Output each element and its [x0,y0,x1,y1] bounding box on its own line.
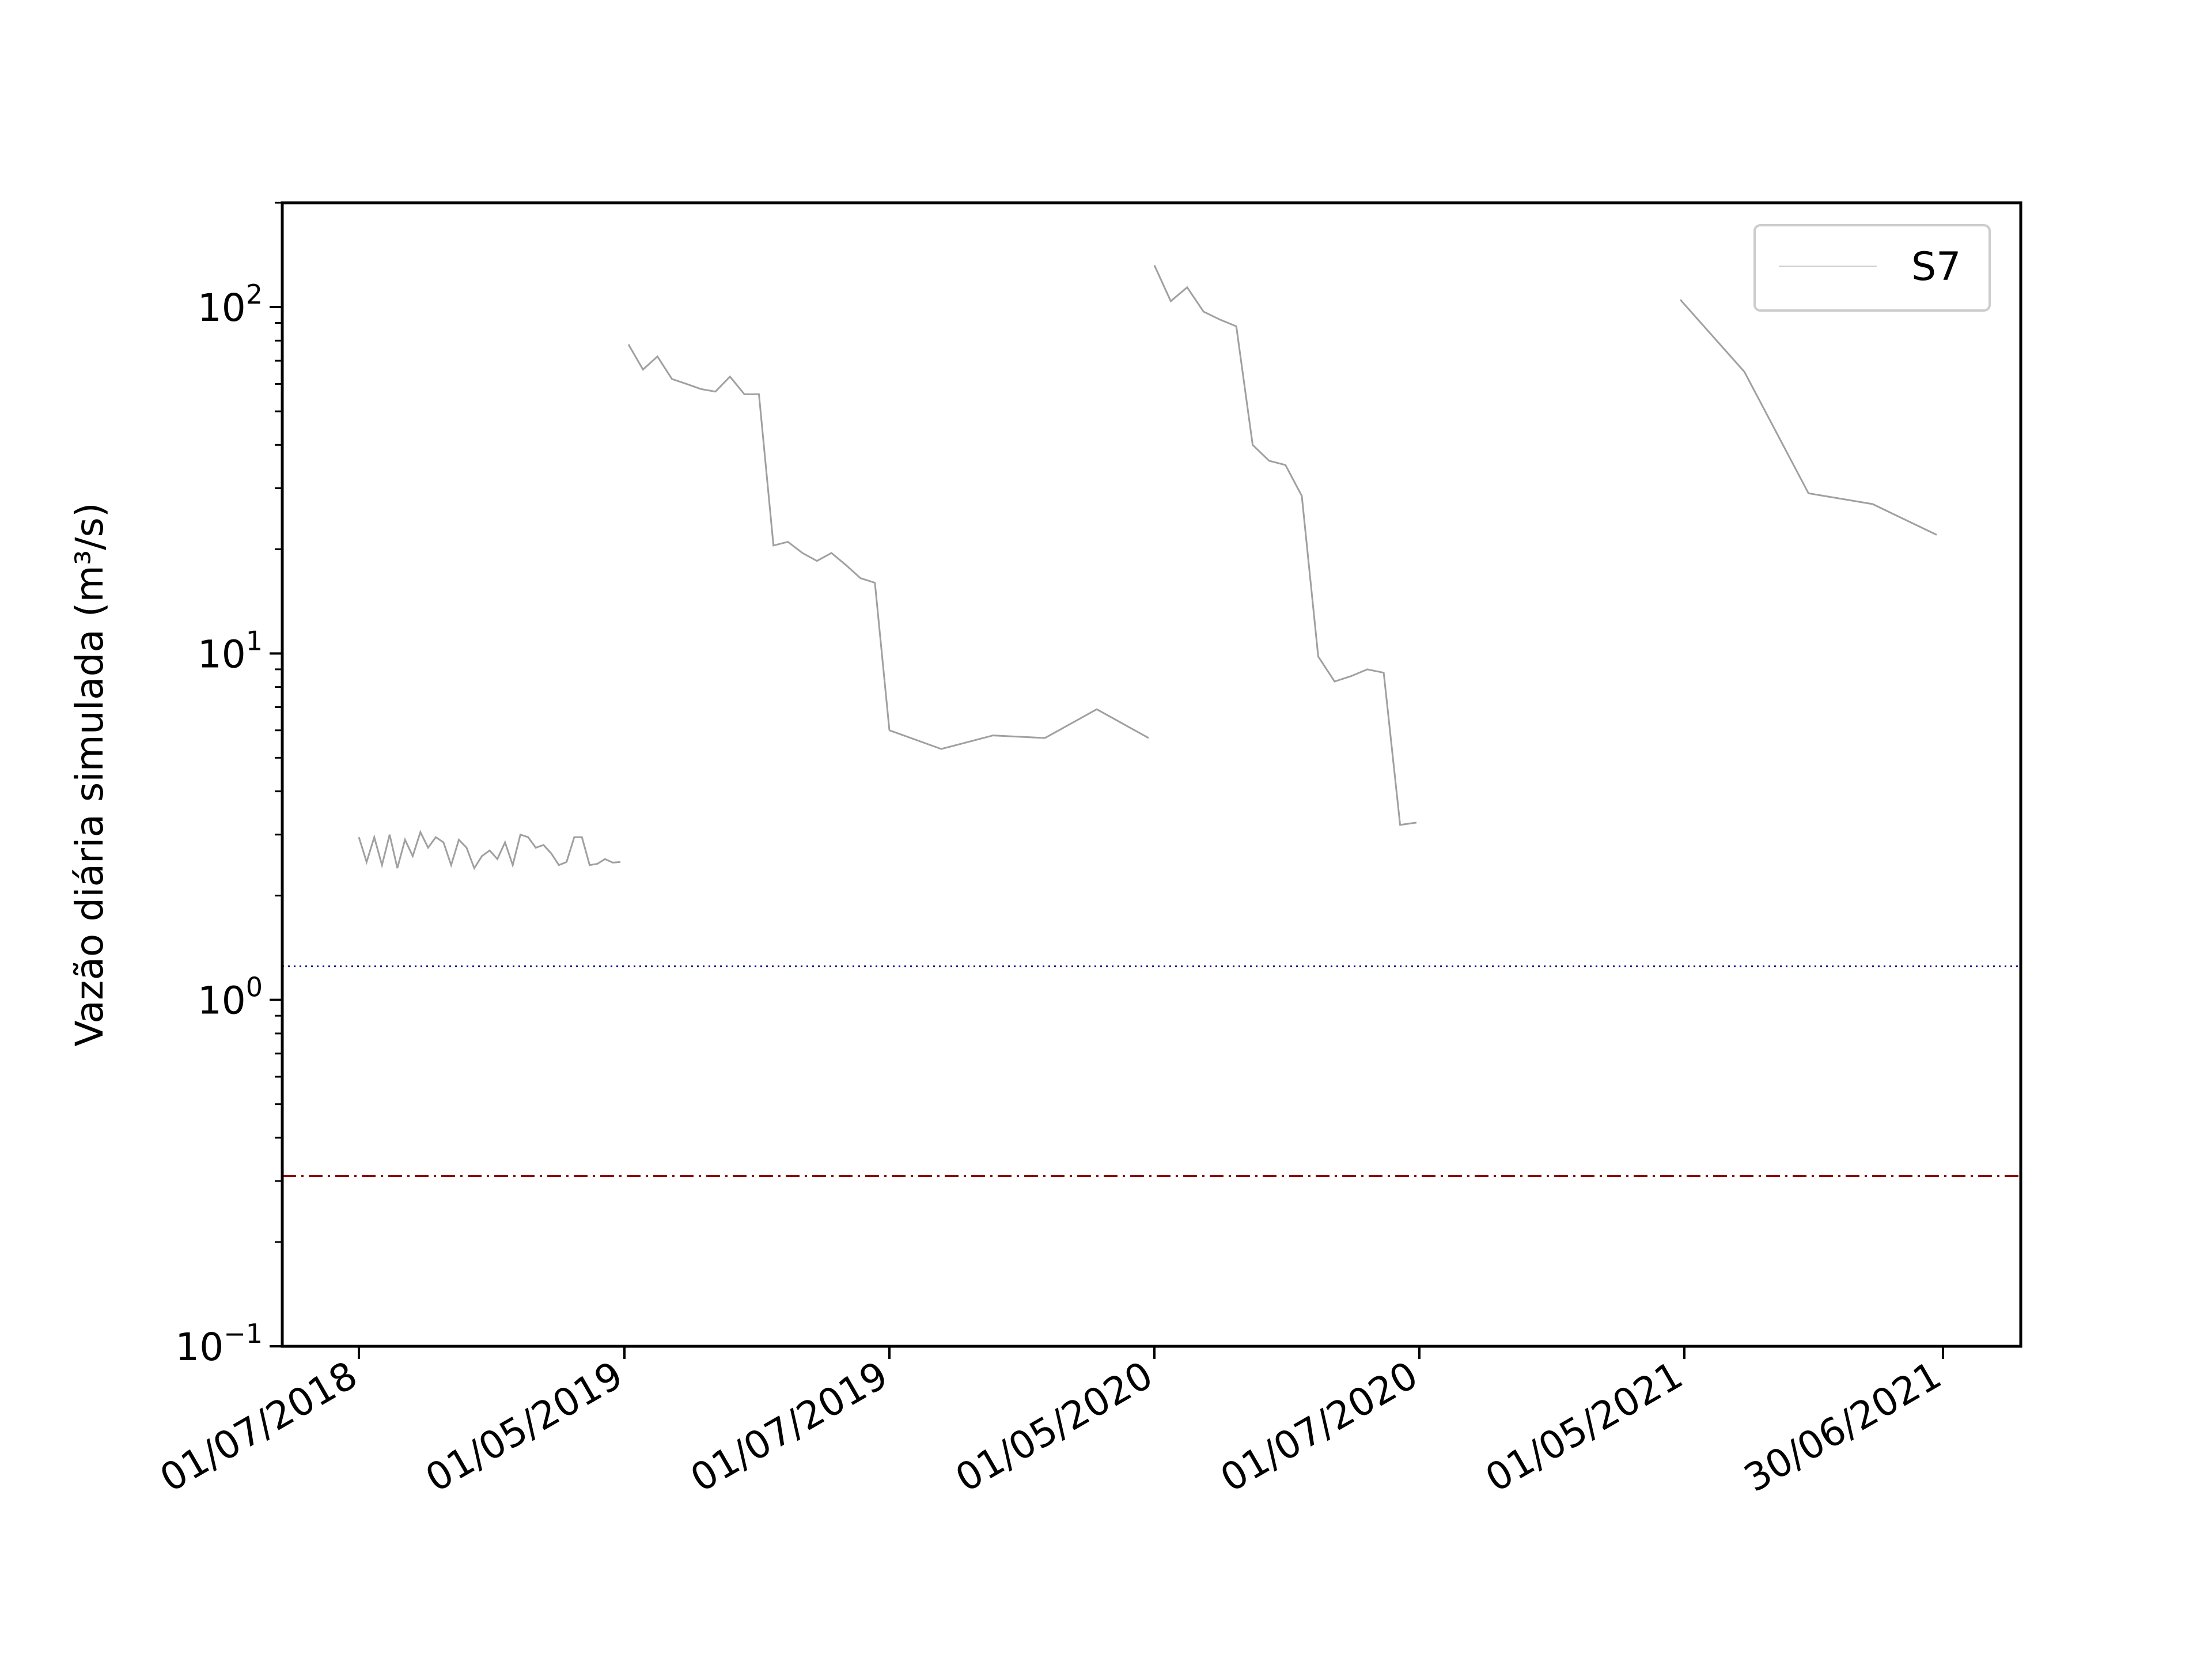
y-axis-label: Vazão diária simulada (m³/s) [67,502,112,1046]
reference-lines [282,965,2021,1178]
legend: S7 [1753,224,1991,312]
y-tick-exponent: −1 [224,1318,263,1349]
series-line-segment [1153,264,1417,826]
legend-label: S7 [1911,244,1961,290]
legend-box [1753,224,1991,312]
y-tick-exponent: 1 [246,625,263,656]
x-tick-label: 01/07/2019 [683,1353,895,1501]
y-tick-label: 100 [198,972,263,1023]
x-tick-label: 01/07/2018 [153,1353,365,1501]
series-line-segment [358,830,621,870]
series-line-segment [1679,299,1937,536]
y-tick-base: 10 [198,979,246,1023]
x-tick-label: 01/05/2019 [418,1353,630,1501]
y-tick-base: 10 [175,1325,224,1369]
series-line-segment [627,344,891,730]
y-tick-base: 10 [198,632,246,676]
x-axis-ticks: 01/07/2018 01/05/2019 01/07/2019 01/05/2020… [153,1346,1949,1501]
y-tick-exponent: 0 [246,972,263,1003]
x-tick-label: 01/05/2020 [948,1353,1160,1501]
x-tick-label: 01/05/2021 [1478,1353,1690,1501]
y-tick-exponent: 2 [246,279,263,310]
y-tick-base: 10 [198,286,246,330]
series-line-segment [889,708,1149,750]
series-layer [358,264,1937,870]
y-tick-label: 10−1 [175,1318,263,1369]
x-tick-label: 01/07/2020 [1213,1353,1425,1501]
y-tick-label: 102 [198,279,263,330]
y-tick-label: 101 [198,625,263,676]
plot-area-frame [281,201,2022,1348]
x-tick-label: 30/06/2021 [1737,1353,1949,1501]
